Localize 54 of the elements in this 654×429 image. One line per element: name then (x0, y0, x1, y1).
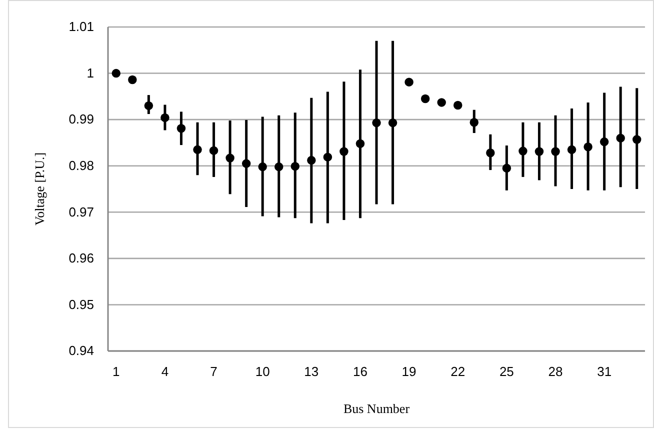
point (307, 156, 316, 165)
point (470, 118, 479, 127)
y-tick-label: 0.95 (68, 296, 94, 312)
point (404, 78, 414, 86)
y-tick-label: 0.96 (68, 250, 94, 266)
x-tick-label: 28 (548, 364, 563, 380)
y-tick-label: 0.98 (68, 158, 94, 174)
point (551, 147, 560, 156)
point (616, 134, 625, 142)
point (274, 162, 284, 172)
point (242, 159, 251, 168)
y-tick-label: 0.97 (68, 204, 94, 220)
point (567, 145, 576, 154)
point (632, 135, 642, 144)
x-tick-label: 31 (597, 364, 612, 380)
point (600, 137, 609, 146)
point (502, 164, 512, 173)
y-tick-label: 0.94 (68, 343, 94, 358)
point (290, 162, 300, 171)
point (258, 162, 267, 172)
point (193, 145, 202, 154)
point (388, 118, 398, 128)
y-tick-label: 0.99 (68, 112, 94, 127)
point (534, 147, 544, 156)
x-tick-label: 22 (450, 364, 466, 380)
point (128, 75, 137, 84)
y-tick-label: 1 (86, 65, 94, 80)
x-tick-label: 19 (402, 364, 416, 380)
x-tick-label: 13 (304, 364, 319, 380)
x-tick-label: 25 (499, 364, 514, 380)
point (518, 146, 528, 156)
x-tick-label: 16 (352, 364, 368, 380)
point (486, 148, 495, 158)
point (144, 101, 154, 110)
point (420, 94, 430, 104)
y-axis-title: Voltage [P.U.] (32, 152, 47, 226)
x-tick-label: 7 (210, 364, 218, 380)
point (176, 124, 186, 133)
point (340, 147, 348, 156)
point (453, 100, 462, 110)
point (584, 142, 592, 152)
x-tick-label: 10 (255, 364, 270, 380)
point (356, 139, 365, 148)
point (323, 152, 332, 162)
point (372, 118, 381, 128)
y-tick-label: 1.01 (68, 19, 94, 34)
x-tick-label: 1 (112, 364, 120, 380)
point (209, 146, 218, 155)
point (160, 113, 170, 122)
point (112, 68, 121, 78)
x-axis-title: Bus Number (343, 401, 410, 416)
point (437, 98, 446, 107)
point (226, 154, 234, 162)
x-tick-label: 4 (161, 364, 169, 380)
